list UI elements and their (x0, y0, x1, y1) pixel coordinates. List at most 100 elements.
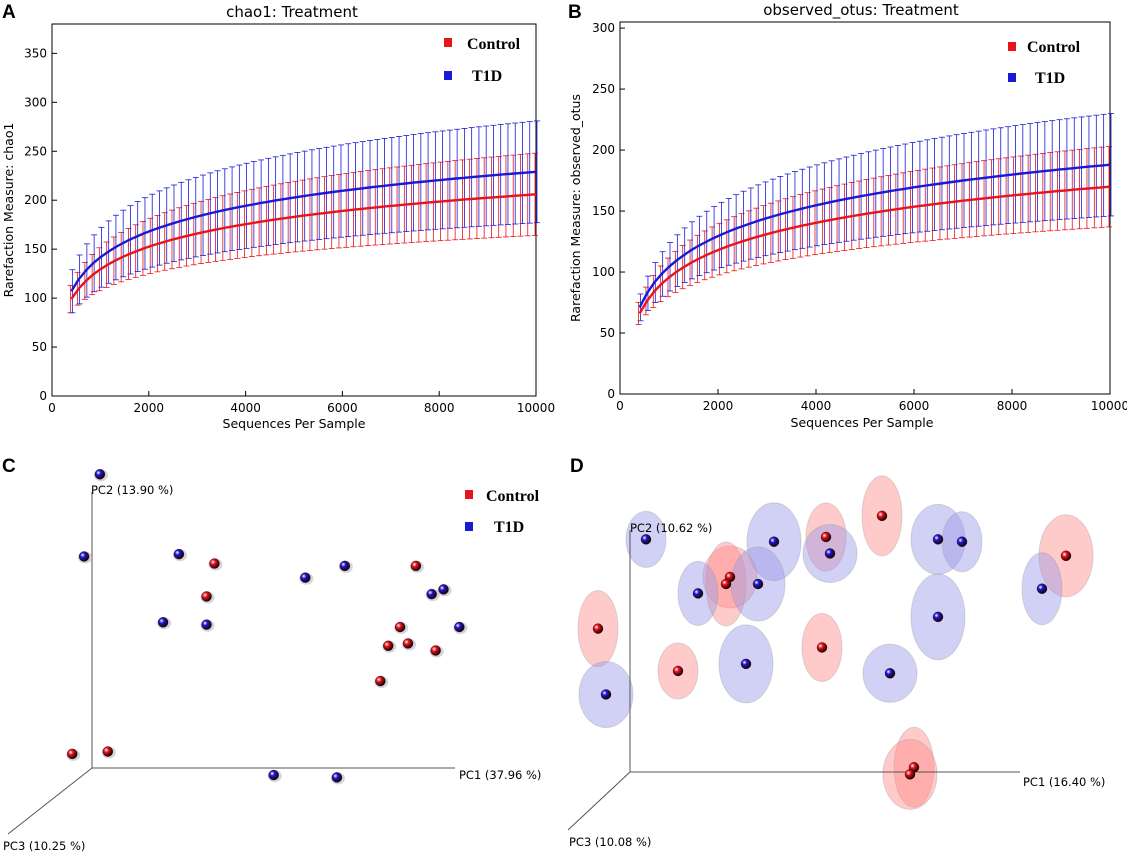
series-line-control (70, 193, 537, 300)
legend: Control T1D (444, 36, 521, 85)
panel-label-d: D (570, 456, 584, 477)
y-tick-label: 150 (24, 242, 47, 256)
sample-point-control (201, 591, 212, 602)
x-tick-label: 2000 (703, 399, 734, 413)
sample-point-control (720, 578, 732, 590)
series-line-t1d (70, 170, 537, 292)
sample-point-control (410, 560, 422, 572)
x-axis-label: Sequences Per Sample (791, 415, 934, 430)
y-tick-label: 250 (24, 144, 47, 158)
sample-point-control (1060, 550, 1072, 561)
legend-label-control: Control (1027, 39, 1081, 56)
series-line-t1d (638, 163, 1111, 308)
pc2-label: PC2 (13.90 %) (91, 483, 173, 497)
sample-points (592, 510, 1072, 780)
x-tick-label: 6000 (899, 399, 930, 413)
y-tick-label: 0 (607, 387, 615, 401)
sample-points (66, 469, 468, 785)
sample-point-t1d (956, 536, 968, 547)
sample-point-control (383, 640, 394, 651)
legend-swatch-control (444, 38, 452, 47)
x-tick-label: 0 (616, 399, 624, 413)
y-axis-label: Rarefaction Measure: observed_otus (568, 94, 583, 322)
panel-label-c: C (2, 456, 16, 477)
sample-point-t1d (426, 588, 437, 600)
x-tick-label: 8000 (997, 399, 1028, 413)
observed-otus-rarefaction-chart: observed_otus: Treatment 0 2000 4000 6000 80… (568, 1, 1127, 430)
y-tick-label: 100 (592, 265, 615, 279)
sample-point-t1d (932, 611, 944, 623)
pc1-label: PC1 (37.96 %) (459, 768, 541, 782)
y-tick-label: 350 (24, 46, 47, 60)
x-tick-label: 10000 (517, 401, 555, 415)
legend-swatch-control (465, 490, 473, 499)
axis-ticks: 0 2000 4000 6000 8000 10000 0 50 100 150 200 250 300… (24, 46, 555, 415)
sample-point-t1d (1036, 583, 1048, 594)
pc1-label: PC1 (16.40 %) (1023, 775, 1105, 789)
x-axis-label: Sequences Per Sample (223, 416, 366, 431)
y-tick-label: 200 (592, 143, 615, 157)
x-tick-label: 6000 (327, 401, 358, 415)
legend-swatch-control (1008, 42, 1016, 51)
series-lines (638, 163, 1111, 315)
chao1-rarefaction-chart: chao1: Treatment 0 2000 4000 6000 8000 100000… (1, 3, 555, 431)
legend-swatch-t1d (444, 71, 452, 80)
sample-point-control (904, 769, 916, 780)
legend-label-t1d: T1D (1035, 70, 1065, 87)
panel-label-a: A (2, 2, 16, 23)
sample-point-t1d (752, 578, 764, 590)
chart-title: chao1: Treatment (226, 3, 358, 21)
legend: Control T1D (465, 488, 540, 536)
plot-frame (619, 21, 1111, 395)
x-tick-label: 4000 (230, 401, 261, 415)
sample-point-t1d (157, 617, 169, 628)
sample-point-control (375, 675, 386, 687)
pc3-axis (7, 767, 93, 835)
axis-ticks: 0 2000 4000 6000 8000 10000 0 50 100 150 200 250 300 (592, 21, 1127, 413)
y-tick-label: 200 (24, 193, 47, 207)
legend-label-t1d: T1D (472, 68, 502, 85)
series-lines (70, 170, 537, 300)
sample-point-t1d (740, 658, 752, 670)
series-line-control (638, 185, 1111, 315)
x-tick-label: 10000 (1091, 399, 1127, 413)
pc2-label: PC2 (10.62 %) (630, 521, 712, 535)
error-bars (67, 120, 540, 314)
sample-point-t1d (331, 772, 343, 783)
sample-point-t1d (600, 689, 612, 700)
sample-point-control (816, 642, 828, 653)
sample-point-t1d (339, 560, 350, 572)
sample-point-t1d (824, 548, 836, 559)
pc3-axis (567, 771, 631, 831)
y-tick-label: 50 (600, 326, 615, 340)
legend-label-control: Control (486, 488, 540, 505)
x-tick-label: 0 (48, 401, 56, 415)
y-tick-label: 50 (32, 340, 47, 354)
sample-point-control (430, 645, 441, 656)
sample-point-control (592, 623, 604, 634)
panel-label-b: B (568, 2, 582, 23)
legend-label-control: Control (467, 36, 521, 53)
sample-point-t1d (640, 534, 652, 545)
x-tick-label: 4000 (801, 399, 832, 413)
x-tick-label: 2000 (134, 401, 165, 415)
legend: Control T1D (1008, 39, 1081, 87)
y-axis-label: Rarefaction Measure: chao1 (1, 123, 16, 298)
sample-point-control (672, 665, 684, 677)
sample-point-t1d (438, 584, 449, 595)
pc3-label: PC3 (10.08 %) (569, 835, 651, 849)
legend-label-t1d: T1D (494, 519, 524, 536)
sample-point-t1d (300, 572, 311, 583)
sample-point-t1d (454, 621, 465, 633)
legend-swatch-t1d (465, 522, 473, 531)
sample-point-control (820, 531, 832, 543)
y-tick-label: 300 (592, 21, 615, 35)
pcoa-plot-d: PC2 (10.62 %) PC1 (16.40 %) PC3 (10.08 %… (567, 475, 1105, 849)
pcoa-plot-c: PC2 (13.90 %) PC1 (37.96 %) PC3 (10.25 %… (3, 469, 541, 853)
y-tick-label: 150 (592, 204, 615, 218)
error-bars (635, 113, 1114, 325)
sample-point-t1d (932, 534, 944, 545)
sample-point-t1d (268, 769, 279, 781)
sample-point-t1d (78, 551, 90, 562)
